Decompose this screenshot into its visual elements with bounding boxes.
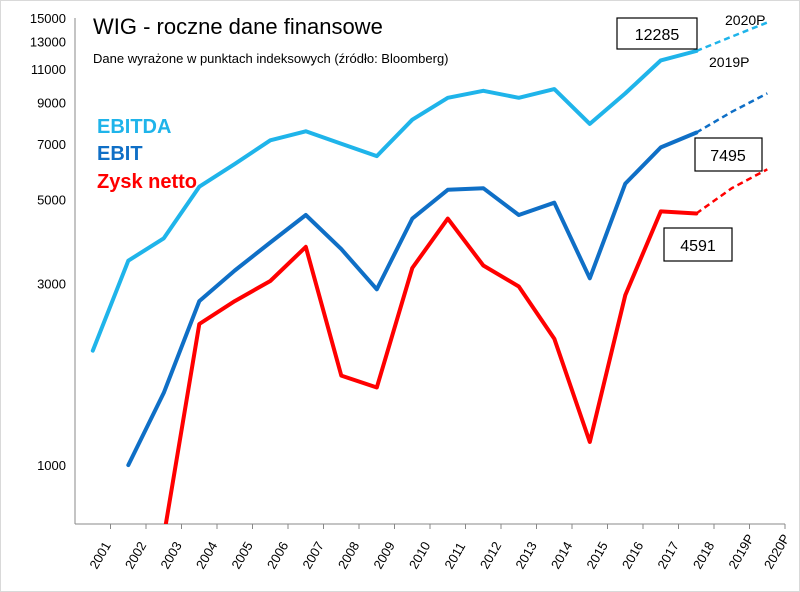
y-tick-label: 5000 — [37, 192, 66, 207]
y-tick-label: 15000 — [30, 11, 66, 26]
series-line-ebit — [126, 130, 699, 468]
series-projection-zysk-netto — [695, 168, 768, 215]
callout-box-ebitda — [616, 17, 698, 50]
callout-zysk: 4591 — [680, 238, 716, 255]
callout-box-ebit — [694, 137, 763, 172]
y-tick-label: 9000 — [37, 95, 66, 110]
series-line-ebitda — [90, 49, 699, 353]
y-tick-label: 11000 — [31, 62, 66, 77]
legend-ebit: EBIT — [97, 143, 143, 165]
y-tick-label: 7000 — [37, 137, 66, 152]
y-tick-label: 3000 — [37, 277, 66, 292]
chart-title: WIG - roczne dane finansowe — [93, 14, 383, 39]
label-2020p: 2020P — [725, 12, 765, 28]
callout-ebit: 7495 — [710, 148, 746, 165]
series-projection-ebitda — [695, 21, 768, 53]
y-tick-label: 1000 — [37, 458, 66, 473]
series-projection-ebit — [695, 92, 768, 134]
series-line-zysk-netto — [163, 209, 699, 524]
callout-ebitda: 12285 — [635, 27, 680, 44]
legend-ebitda: EBITDA — [97, 116, 171, 138]
legend-zysk-netto: Zysk netto — [97, 171, 197, 193]
callout-box-zysk — [663, 227, 733, 262]
chart-subtitle: Dane wyrażone w punktach indeksowych (źr… — [93, 51, 449, 66]
y-tick-labels: 1000 3000 5000 7000 9000 11000 13000 15000 — [30, 11, 66, 473]
y-tick-label: 13000 — [30, 35, 66, 50]
label-2019p: 2019P — [709, 54, 749, 70]
series-lines — [90, 21, 768, 524]
